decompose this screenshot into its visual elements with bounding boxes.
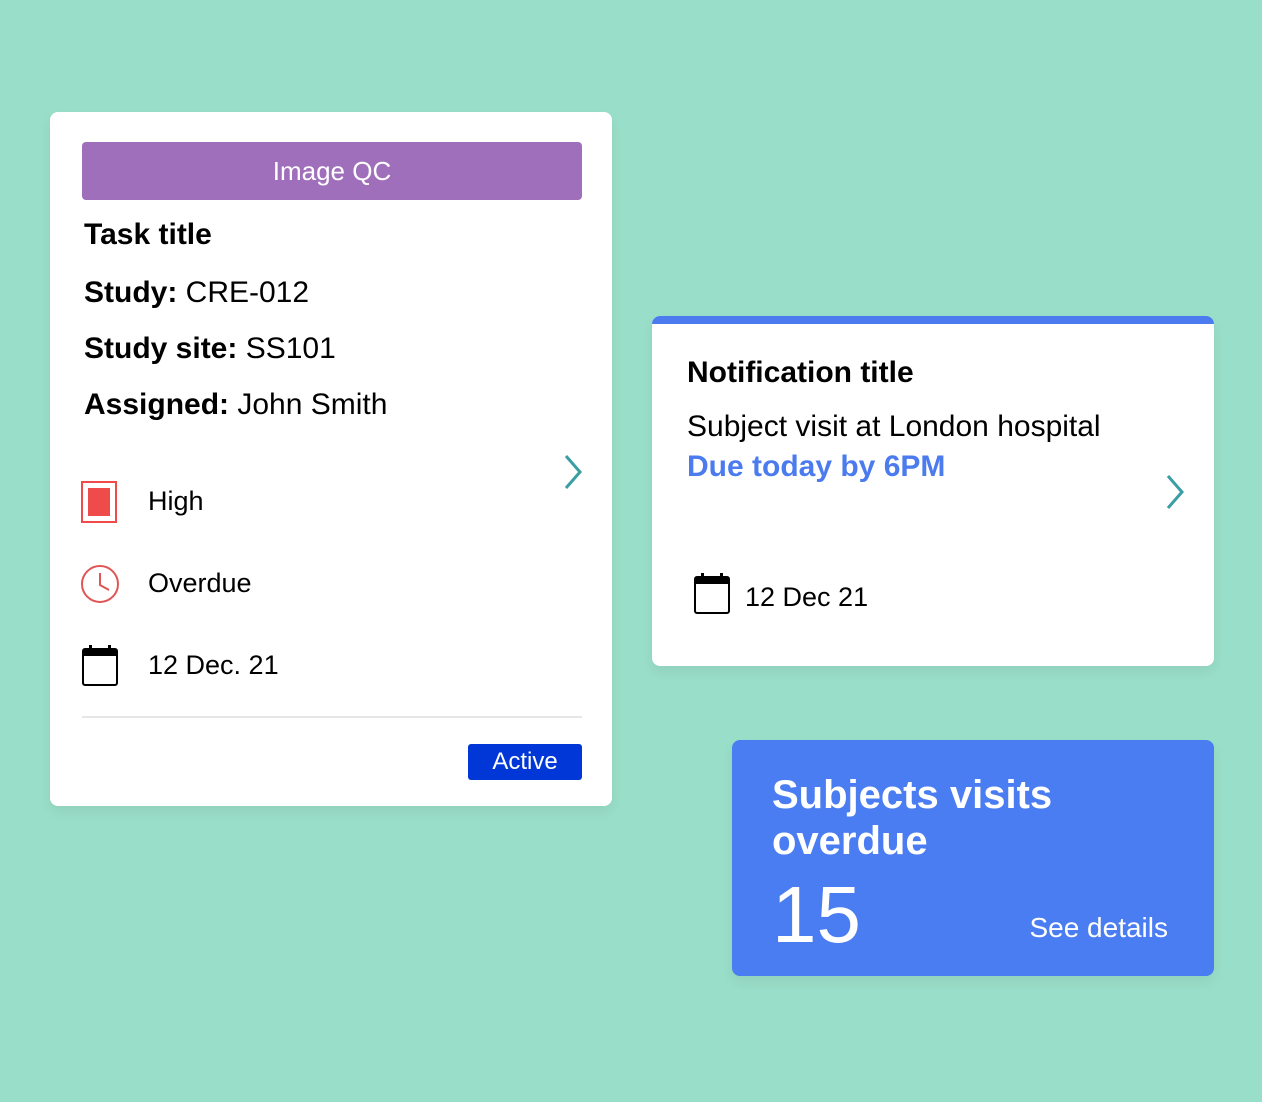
task-type-tag: Image QC — [82, 142, 582, 200]
overdue-summary-card[interactable]: Subjects visits overdue 15 See details — [732, 740, 1214, 976]
assigned-field: Assigned: John Smith — [84, 388, 387, 422]
summary-count: 15 — [772, 870, 861, 959]
study-label: Study: — [84, 276, 178, 309]
assigned-value: John Smith — [237, 388, 388, 421]
calendar-icon — [82, 645, 118, 686]
notification-card[interactable]: Notification title Subject visit at Lond… — [652, 316, 1214, 666]
priority-label: High — [148, 486, 204, 516]
notification-date: 12 Dec 21 — [745, 582, 869, 612]
date-label: 12 Dec. 21 — [148, 650, 279, 680]
study-value: CRE-012 — [185, 276, 310, 309]
accent-bar — [652, 316, 1214, 324]
chevron-right-icon[interactable] — [1162, 472, 1188, 512]
priority-high-icon — [81, 481, 117, 523]
notification-title: Notification title — [687, 356, 914, 389]
notification-body: Subject visit at London hospital — [687, 410, 1101, 443]
divider — [82, 716, 582, 718]
study-site-value: SS101 — [245, 332, 336, 365]
assigned-label: Assigned: — [84, 388, 230, 421]
calendar-icon — [694, 573, 730, 614]
chevron-right-icon[interactable] — [560, 452, 586, 492]
task-title: Task title — [84, 218, 212, 251]
study-field: Study: CRE-012 — [84, 276, 309, 310]
clock-icon — [81, 565, 119, 603]
status-badge: Active — [468, 744, 582, 780]
task-card[interactable]: Image QC Task title Study: CRE-012 Study… — [50, 112, 612, 806]
summary-title: Subjects visits overdue — [772, 773, 1053, 863]
see-details-link[interactable]: See details — [1029, 912, 1168, 943]
study-site-label: Study site: — [84, 332, 238, 365]
study-site-field: Study site: SS101 — [84, 332, 336, 366]
notification-due: Due today by 6PM — [687, 450, 946, 483]
status-label: Overdue — [148, 568, 252, 598]
